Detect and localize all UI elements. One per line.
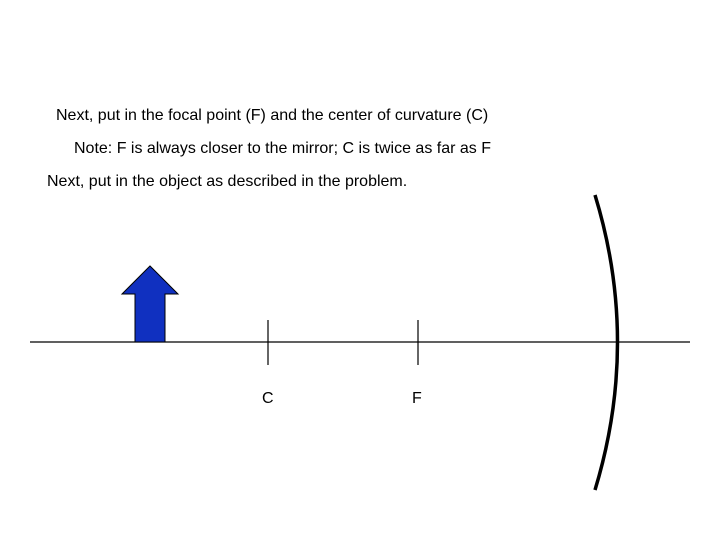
label-c: C xyxy=(262,390,274,408)
optics-diagram xyxy=(0,0,720,540)
object-arrow-icon xyxy=(122,266,178,342)
label-f: F xyxy=(412,390,422,408)
